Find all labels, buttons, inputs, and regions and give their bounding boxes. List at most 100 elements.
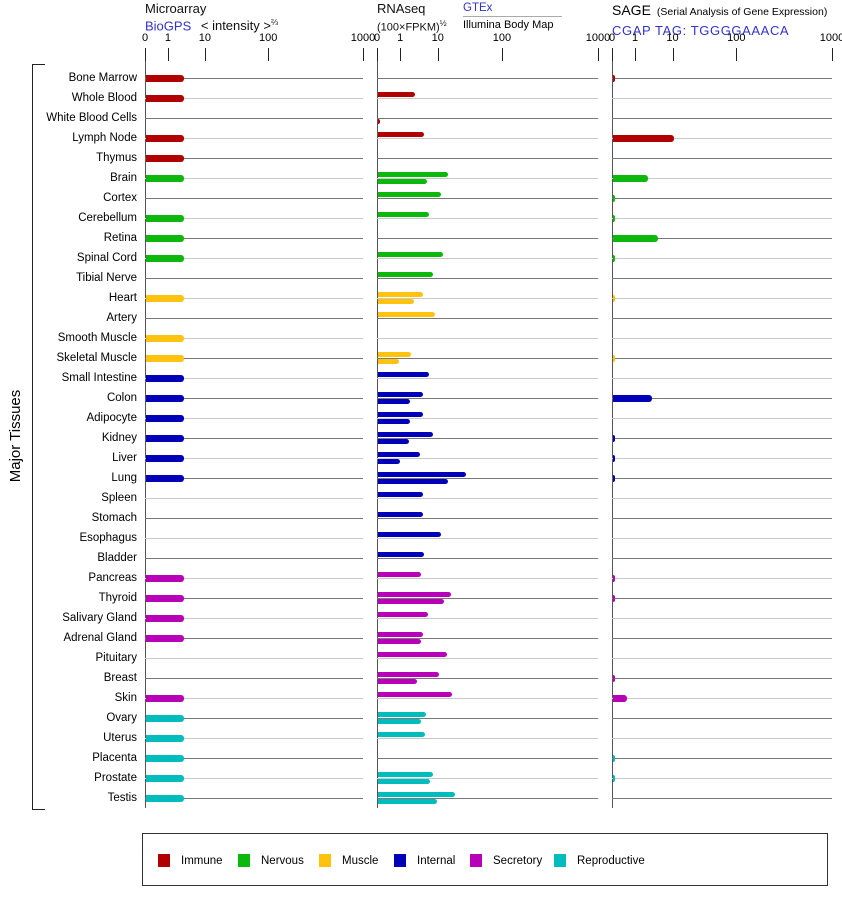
row-baseline xyxy=(377,178,598,179)
bar-illumina-brain xyxy=(378,179,427,184)
row-baseline xyxy=(145,318,363,319)
tissue-label-spleen: Spleen xyxy=(101,492,137,504)
row-baseline xyxy=(145,358,363,359)
axis-tick xyxy=(598,48,599,61)
bar-sage-spinal-cord xyxy=(613,254,615,262)
bar-microarray-adrenal-gland xyxy=(146,634,184,642)
row-baseline xyxy=(145,798,363,799)
sage-tagline: CGAP TAG: TGGGGAAACA xyxy=(612,23,827,38)
axis-tick xyxy=(736,48,738,61)
cgap-link[interactable]: CGAP xyxy=(612,23,652,38)
axis-tick xyxy=(145,48,146,61)
microarray-measure: < intensity > xyxy=(200,18,271,34)
row-baseline xyxy=(377,638,598,639)
row-baseline xyxy=(377,98,598,99)
row-baseline xyxy=(612,618,832,619)
row-baseline xyxy=(145,698,363,699)
legend-label-immune: Immune xyxy=(181,854,223,867)
row-baseline xyxy=(612,298,832,299)
row-baseline xyxy=(612,418,832,419)
row-baseline xyxy=(145,578,363,579)
row-baseline xyxy=(377,338,598,339)
bar-microarray-pancreas xyxy=(146,574,184,582)
axis-tick-label: 1000 xyxy=(350,32,376,44)
row-baseline xyxy=(377,198,598,199)
bar-illumina-adrenal-gland xyxy=(378,639,421,644)
bar-gtex-prostate xyxy=(378,772,434,777)
row-baseline xyxy=(612,598,832,599)
biogps-link[interactable]: BioGPS xyxy=(145,18,192,34)
bar-illumina-heart xyxy=(378,299,415,304)
axis-tick-label: 1 xyxy=(632,32,639,44)
row-baseline xyxy=(145,78,363,79)
row-baseline xyxy=(377,138,598,139)
sage-title-note: (Serial Analysis of Gene Expression) xyxy=(656,6,828,18)
bar-gtex-esophagus xyxy=(378,532,441,537)
bar-gtex-heart xyxy=(378,292,424,297)
tissue-label-lung: Lung xyxy=(111,472,137,484)
tissue-label-whole-blood: Whole Blood xyxy=(71,92,137,104)
panel-axis-line xyxy=(145,48,146,808)
tissue-label-adrenal-gland: Adrenal Gland xyxy=(63,632,137,644)
row-baseline xyxy=(612,518,832,519)
tissue-label-smooth-muscle: Smooth Muscle xyxy=(57,332,137,344)
row-baseline xyxy=(145,618,363,619)
bar-microarray-prostate xyxy=(146,774,184,782)
row-baseline xyxy=(612,338,832,339)
row-baseline xyxy=(145,198,363,199)
row-baseline xyxy=(612,98,832,99)
bar-illumina-white-blood-cells xyxy=(378,119,381,124)
row-baseline xyxy=(145,278,363,279)
bar-gtex-salivary-gland xyxy=(378,612,429,617)
rnaseq-sources: GTEx Illumina Body Map xyxy=(463,2,562,31)
bar-illumina-breast xyxy=(378,679,417,684)
gtex-link[interactable]: GTEx xyxy=(463,2,562,17)
tissue-label-salivary-gland: Salivary Gland xyxy=(62,612,137,624)
axis-tick-label: 100 xyxy=(259,32,278,44)
bar-gtex-spinal-cord xyxy=(378,252,443,257)
row-baseline xyxy=(377,318,598,319)
bar-gtex-artery xyxy=(378,312,435,317)
tissue-label-skeletal-muscle: Skeletal Muscle xyxy=(56,352,137,364)
legend-item-immune: Immune xyxy=(158,834,223,887)
legend-swatch-muscle xyxy=(319,854,331,867)
bar-gtex-cortex xyxy=(378,192,442,197)
row-baseline xyxy=(612,218,832,219)
legend-label-nervous: Nervous xyxy=(261,854,304,867)
bar-microarray-testis xyxy=(146,794,184,802)
bar-gtex-ovary xyxy=(378,712,426,717)
row-baseline xyxy=(377,418,598,419)
bar-gtex-skeletal-muscle xyxy=(378,352,411,357)
row-baseline xyxy=(145,778,363,779)
rnaseq-measure: (100×FPKM) xyxy=(377,21,440,34)
row-baseline xyxy=(145,398,363,399)
legend-label-internal: Internal xyxy=(417,854,456,867)
row-baseline xyxy=(145,438,363,439)
tissue-label-colon: Colon xyxy=(106,392,137,404)
axis-tick-label: 1000 xyxy=(819,32,842,44)
bar-microarray-bone-marrow xyxy=(146,74,184,82)
bar-illumina-skeletal-muscle xyxy=(378,359,399,364)
bar-gtex-skin xyxy=(378,692,452,697)
row-baseline xyxy=(377,598,598,599)
row-baseline xyxy=(145,238,363,239)
row-baseline xyxy=(145,738,363,739)
tissue-label-spinal-cord: Spinal Cord xyxy=(76,252,137,264)
bar-microarray-smooth-muscle xyxy=(146,334,184,342)
bar-microarray-kidney xyxy=(146,434,184,442)
bar-gtex-kidney xyxy=(378,432,433,437)
bar-gtex-breast xyxy=(378,672,440,677)
bar-sage-breast xyxy=(613,674,615,682)
row-baseline xyxy=(145,258,363,259)
row-baseline xyxy=(377,798,598,799)
row-baseline xyxy=(612,498,832,499)
microarray-exponent: ⅔ xyxy=(270,17,279,27)
tissue-label-heart: Heart xyxy=(108,292,137,304)
row-baseline xyxy=(612,538,832,539)
bar-microarray-colon xyxy=(146,394,184,402)
tissue-label-thyroid: Thyroid xyxy=(98,592,137,604)
legend-label-reproductive: Reproductive xyxy=(577,854,645,867)
axis-tick xyxy=(832,48,833,61)
row-baseline xyxy=(612,798,832,799)
